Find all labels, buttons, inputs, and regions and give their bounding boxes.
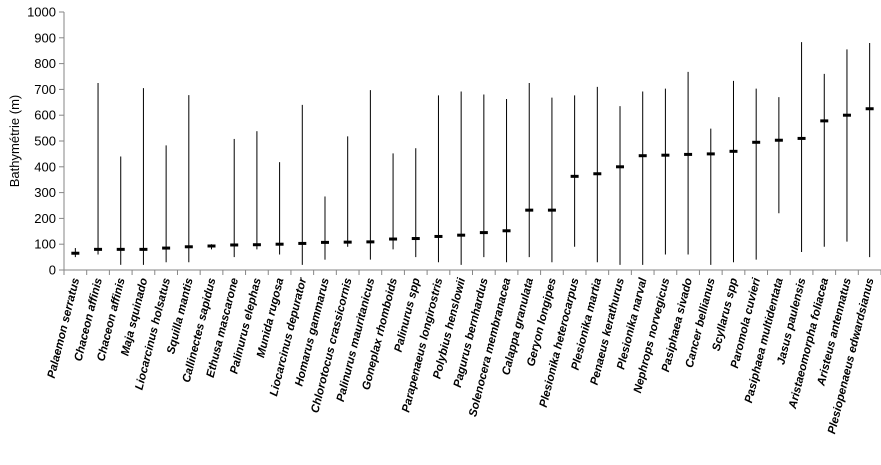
y-tick-label: 200 (34, 211, 56, 226)
y-axis-title: Bathymétrie (m) (7, 95, 22, 187)
y-tick-label: 600 (34, 108, 56, 123)
y-tick-label: 500 (34, 134, 56, 149)
y-tick-label: 0 (49, 263, 56, 278)
y-tick-label: 400 (34, 159, 56, 174)
range-marks (71, 42, 874, 265)
y-tick-label: 300 (34, 185, 56, 200)
y-tick-label: 700 (34, 82, 56, 97)
y-tick-label: 1000 (27, 5, 56, 20)
y-tick-label: 100 (34, 237, 56, 252)
y-tick-label: 800 (34, 56, 56, 71)
y-tick-label: 900 (34, 30, 56, 45)
y-axis-ticks: 0 100 200 300 400 500 600 700 800 900 1000 (27, 5, 64, 278)
x-tick-label: Palaemon serratus (46, 277, 83, 380)
